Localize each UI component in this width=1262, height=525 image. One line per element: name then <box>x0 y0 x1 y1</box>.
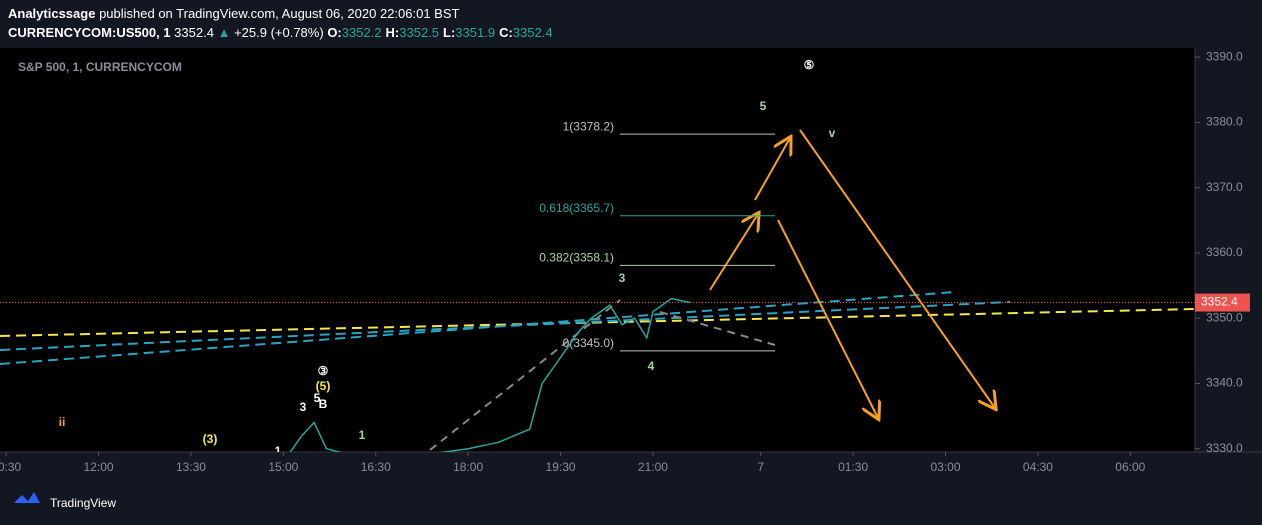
wave-label: 1 <box>359 428 366 442</box>
fib-label: 0(3345.0) <box>563 336 614 350</box>
fib-label: 0.382(3358.1) <box>539 251 614 265</box>
y-tick-label: 3330.0 <box>1206 441 1243 455</box>
x-tick-label: 19:30 <box>546 460 576 474</box>
wave-label: 1 <box>275 444 282 458</box>
fib-label: 0.618(3365.7) <box>539 201 614 215</box>
wave-label: 5 <box>760 99 767 113</box>
x-tick-label: 18:00 <box>453 460 483 474</box>
y-tick-label: 3360.0 <box>1206 245 1243 259</box>
symbol: CURRENCYCOM:US500, 1 <box>8 25 171 40</box>
price-line <box>289 297 691 452</box>
x-tick-label: 04:30 <box>1023 460 1053 474</box>
fib-label: 1(3378.2) <box>563 119 614 133</box>
wave-label: ③ <box>318 364 329 378</box>
x-tick-label: 13:30 <box>176 460 206 474</box>
wave-label: 3 <box>300 400 307 414</box>
last: 3352.4 <box>174 25 214 40</box>
wave-label: v <box>829 126 836 140</box>
wave-label: 5 <box>314 391 321 405</box>
y-tick-label: 3340.0 <box>1206 376 1243 390</box>
price-tag-label: 3352.4 <box>1201 295 1238 309</box>
wave-label: (5) <box>316 379 331 393</box>
arrow <box>799 129 995 408</box>
trendline <box>659 311 776 346</box>
y-tick-label: 3380.0 <box>1206 115 1243 129</box>
brand: TradingView <box>50 496 116 510</box>
y-tick-label: 3390.0 <box>1206 49 1243 63</box>
drawings <box>0 129 1195 451</box>
trendline <box>0 301 1011 351</box>
series-group: 1(3378.2) 0.618(3365.7) 0.382(3358.1) 0(334… <box>59 58 836 458</box>
ohlc-key: O: <box>327 25 342 40</box>
wave-label: 4 <box>648 359 655 373</box>
ohlc-key: H: <box>385 25 400 40</box>
legend: S&P 500, 1, CURRENCYCOM <box>18 60 182 74</box>
ohlc-key: C: <box>499 25 513 40</box>
x-tick-label: 01:30 <box>838 460 868 474</box>
y-tick-label: 3370.0 <box>1206 180 1243 194</box>
wave-label: ⑤ <box>804 58 815 72</box>
up: ▲ <box>217 25 231 40</box>
x-tick-label: 15:00 <box>268 460 298 474</box>
x-tick-label: 06:00 <box>1115 460 1145 474</box>
ohlc-key: L: <box>443 25 456 40</box>
y-tick-label: 3350.0 <box>1206 310 1243 324</box>
ohlc-value: 3351.9 <box>455 25 496 40</box>
ohlc-value: 3352.4 <box>512 25 553 40</box>
published: published on TradingView.com, August 06,… <box>99 6 460 21</box>
change: +25.9 (+0.78%) <box>234 25 324 40</box>
x-tick-label: 16:30 <box>361 460 391 474</box>
symbol-line: CURRENCYCOM:US500, 1 3352.4 ▲ +25.9 (+0.… <box>8 25 557 40</box>
header-line: Analyticssage published on TradingView.c… <box>8 6 459 21</box>
ohlc: O:3352.2 H:3352.5 L:3351.9 C:3352.4 <box>327 25 556 40</box>
publisher: Analyticssage <box>8 6 96 21</box>
wave-label: B <box>319 397 328 411</box>
plot-area <box>0 48 1195 452</box>
x-tick-label: 10:30 <box>0 460 21 474</box>
wave-label: (3) <box>203 432 218 446</box>
wave-label: 3 <box>619 271 626 285</box>
x-tick-label: 7 <box>757 460 764 474</box>
logo <box>14 492 40 503</box>
wave-label: ii <box>59 415 66 429</box>
ohlc-value: 3352.5 <box>399 25 440 40</box>
ohlc-value: 3352.2 <box>341 25 382 40</box>
price-tag <box>1195 293 1250 312</box>
x-tick-label: 21:00 <box>638 460 668 474</box>
trendline <box>429 299 621 451</box>
arrow <box>777 219 878 418</box>
arrow <box>709 214 758 291</box>
x-tick-label: 12:00 <box>84 460 114 474</box>
arrow <box>754 138 790 201</box>
x-tick-label: 03:00 <box>931 460 961 474</box>
